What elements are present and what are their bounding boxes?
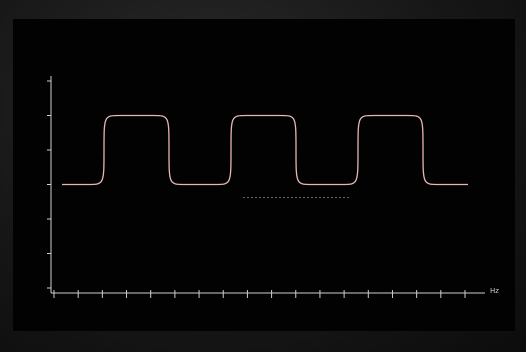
- y-axis: [47, 76, 52, 293]
- x-axis: [51, 290, 485, 298]
- waveform-series-line: [62, 114, 468, 186]
- chart-panel: [13, 19, 515, 331]
- x-axis-unit-label: Hz: [490, 287, 499, 295]
